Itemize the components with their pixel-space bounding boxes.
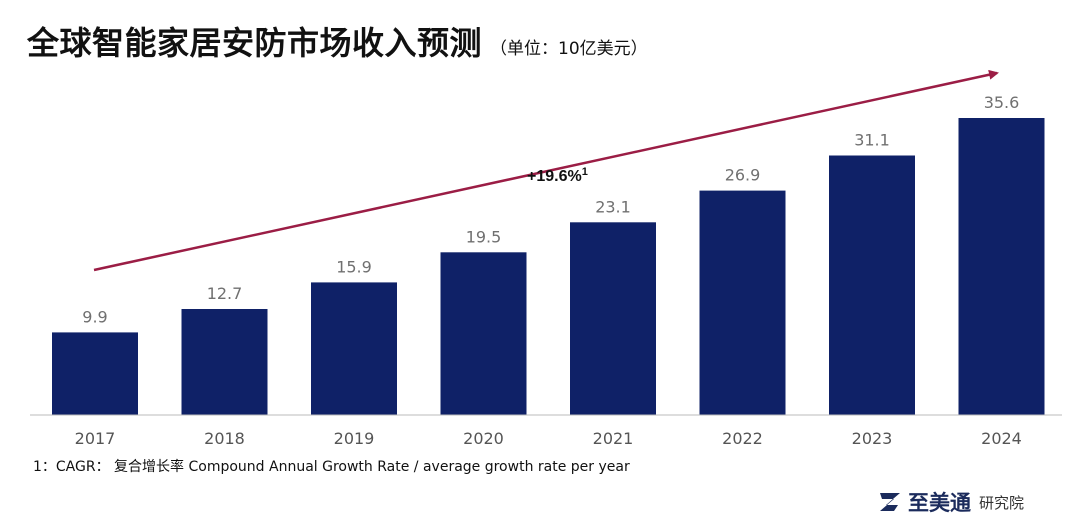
bar-2021 <box>570 222 656 415</box>
footnote: 1：CAGR： 复合增长率 Compound Annual Growth Rat… <box>33 459 630 475</box>
x-tick-label-2023: 2023 <box>852 429 893 448</box>
bar-2024 <box>958 118 1045 415</box>
value-label-2021: 23.1 <box>595 197 631 216</box>
x-tick-label-2018: 2018 <box>204 429 245 448</box>
bar-2018 <box>181 309 268 415</box>
x-tick-label-2017: 2017 <box>75 429 116 448</box>
logo-brand: 至美通 <box>908 491 971 515</box>
value-label-2017: 9.9 <box>82 307 107 326</box>
value-label-2018: 12.7 <box>207 284 243 303</box>
x-tick-label-2022: 2022 <box>722 429 763 448</box>
x-tick-label-2019: 2019 <box>334 429 375 448</box>
bar-2017 <box>52 332 138 415</box>
cagr-label: +19.6%1 <box>527 166 588 185</box>
page-title: 全球智能家居安防市场收入预测 <box>27 24 483 62</box>
bar-2019 <box>311 282 397 415</box>
x-tick-label-2024: 2024 <box>981 429 1022 448</box>
bar-2023 <box>829 155 915 415</box>
title-row: 全球智能家居安防市场收入预测 （单位：10亿美元） <box>27 18 648 64</box>
x-tick-label-2020: 2020 <box>463 429 504 448</box>
value-label-2023: 31.1 <box>854 131 890 150</box>
bar-2020 <box>440 252 527 415</box>
x-tick-label-2021: 2021 <box>593 429 634 448</box>
bar-2022 <box>699 190 786 415</box>
value-label-2022: 26.9 <box>725 166 761 185</box>
unit-subtitle: （单位：10亿美元） <box>490 39 648 59</box>
cagr-value: +19.6% <box>527 168 582 185</box>
logo: 至美通 研究院 <box>878 487 1024 517</box>
value-label-2020: 19.5 <box>466 227 502 246</box>
value-label-2019: 15.9 <box>336 257 372 276</box>
logo-mark-icon <box>880 493 900 511</box>
value-label-2024: 35.6 <box>984 93 1020 112</box>
cagr-footnote-marker: 1 <box>582 166 588 178</box>
logo-subtitle: 研究院 <box>979 493 1025 512</box>
cagr-arrow <box>93 69 999 272</box>
